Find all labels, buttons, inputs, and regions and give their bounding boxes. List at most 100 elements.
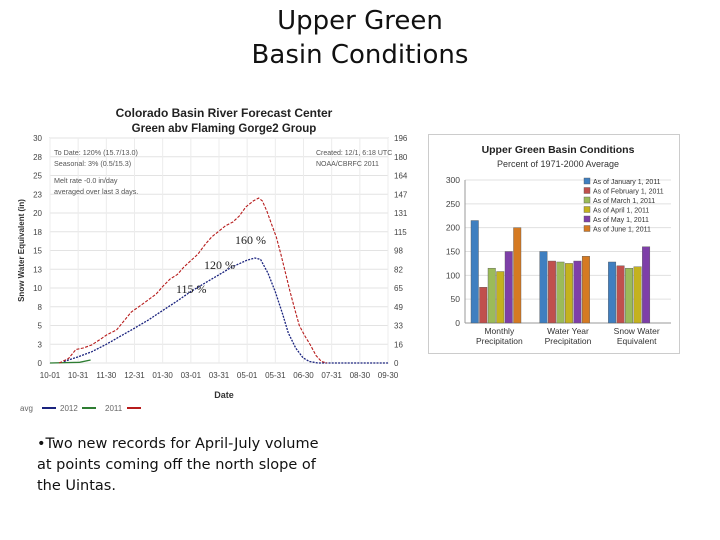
y-tick-label: 3 — [38, 340, 43, 349]
info-left-line: averaged over last 3 days. — [54, 187, 138, 196]
bar-chart-title: Upper Green Basin Conditions — [482, 144, 635, 156]
y-tick-label: 8 — [38, 303, 43, 312]
line-chart-title: Colorado Basin River Forecast Center — [116, 106, 333, 120]
bullet-text: •Two new records for April-July volume a… — [37, 436, 319, 494]
y-tick-label: 13 — [33, 265, 42, 274]
bar — [608, 261, 617, 324]
y-tick-label: 23 — [33, 190, 42, 199]
bar — [513, 227, 522, 324]
bar-legend-label: As of June 1, 2011 — [593, 227, 651, 234]
x-tick-label: 07-31 — [321, 371, 342, 380]
info-right-line: Created: 12/1, 6:18 UTC — [316, 150, 392, 157]
basin-conditions-bar-chart: Upper Green Basin Conditions Percent of 1… — [428, 134, 680, 354]
bar-legend-label: As of January 1, 2011 — [593, 179, 661, 186]
bar — [573, 260, 582, 324]
bar — [547, 260, 556, 324]
bar — [616, 265, 625, 324]
bar — [479, 287, 488, 324]
bar-legend-label: As of February 1, 2011 — [593, 189, 664, 196]
bar-category-label: Water Year — [547, 326, 589, 336]
bar-y-tick-label: 50 — [451, 294, 461, 304]
y2-tick-label: 196 — [394, 134, 408, 143]
bar-y-tick-label: 150 — [446, 247, 460, 257]
bar-legend-swatch — [583, 206, 591, 213]
bar-legend-swatch — [583, 225, 591, 232]
bar — [470, 220, 479, 324]
slide-title: Upper Green Basin Conditions — [0, 4, 720, 72]
bar — [633, 266, 642, 324]
bar — [487, 267, 496, 324]
y-tick-label: 10 — [33, 284, 42, 293]
y2-tick-label: 147 — [394, 190, 408, 199]
bar-legend-swatch — [583, 187, 591, 194]
x-tick-label: 03-01 — [181, 371, 202, 380]
x-axis-label: Date — [214, 390, 234, 400]
bar — [504, 251, 513, 324]
y-tick-label: 5 — [38, 322, 43, 331]
y-tick-label: 28 — [33, 153, 42, 162]
bar-y-tick-label: 100 — [446, 270, 460, 280]
y2-tick-label: 65 — [394, 284, 403, 293]
title-line-2: Basin Conditions — [251, 40, 469, 70]
bar-legend-label: As of April 1, 2011 — [593, 208, 649, 215]
y-axis-label: Snow Water Equivalent (in) — [17, 199, 26, 302]
x-tick-label: 06-30 — [293, 371, 314, 380]
y2-tick-label: 164 — [394, 172, 408, 181]
y2-tick-label: 0 — [394, 359, 399, 368]
x-tick-label: 10-01 — [40, 371, 61, 380]
bar-y-tick-label: 250 — [446, 199, 460, 209]
bar-chart-subtitle: Percent of 1971-2000 Average — [497, 159, 619, 169]
x-tick-label: 08-30 — [350, 371, 371, 380]
y-tick-label: 18 — [33, 228, 42, 237]
y2-tick-label: 98 — [394, 247, 403, 256]
bar-legend-swatch — [583, 215, 591, 223]
title-line-1: Upper Green — [277, 6, 443, 36]
bar — [539, 251, 548, 324]
bar-category-label: Precipitation — [476, 336, 523, 346]
bar-legend-label: As of May 1, 2011 — [593, 217, 649, 224]
info-left-line: Seasonal: 3% (0.5/15.3) — [54, 159, 131, 168]
info-right-line: NOAA/CBRFC 2011 — [316, 161, 379, 168]
bar — [642, 246, 651, 324]
series-line-2011 — [58, 197, 328, 364]
bar-category-label: Precipitation — [545, 336, 592, 346]
y2-tick-label: 82 — [394, 265, 403, 274]
bar-legend-swatch — [583, 177, 591, 185]
x-tick-label: 05-01 — [237, 371, 258, 380]
x-tick-label: 12-31 — [124, 371, 145, 380]
y2-tick-label: 115 — [394, 228, 407, 237]
y-tick-label: 20 — [33, 209, 42, 218]
y-tick-label: 30 — [33, 134, 42, 143]
bar-category-label: Monthly — [484, 326, 515, 336]
snow-water-chart: Colorado Basin River Forecast Center Gree… — [17, 106, 408, 413]
x-tick-label: 09-30 — [378, 371, 399, 380]
info-left-line: Melt rate -0.0 in/day — [54, 176, 118, 185]
bar-category-label: Equivalent — [617, 336, 657, 346]
bar-legend-label: As of March 1, 2011 — [593, 198, 655, 205]
bar — [556, 261, 565, 324]
y2-tick-label: 180 — [394, 153, 408, 162]
bar — [625, 267, 634, 324]
bar-y-tick-label: 0 — [455, 318, 460, 328]
y-tick-label: 15 — [33, 247, 42, 256]
y2-tick-label: 131 — [394, 209, 408, 218]
annotation-120-percent: 120 % — [204, 258, 235, 272]
y2-tick-label: 33 — [394, 322, 403, 331]
y-tick-label: 0 — [38, 359, 43, 368]
x-tick-label: 11-30 — [96, 371, 116, 380]
bar-category-label: Snow Water — [614, 326, 660, 336]
legend-label-2011: 2011 — [105, 404, 123, 413]
bar — [581, 256, 590, 324]
info-left-line: To Date: 120% (15.7/13.0) — [54, 148, 138, 157]
bar-y-tick-label: 200 — [446, 223, 460, 233]
bar-legend-swatch — [583, 196, 591, 204]
x-tick-label: 03-31 — [209, 371, 230, 380]
line-chart-subtitle: Green abv Flaming Gorge2 Group — [132, 123, 317, 135]
bar — [564, 263, 573, 324]
bar — [496, 271, 505, 324]
x-tick-label: 05-31 — [265, 371, 286, 380]
y2-tick-label: 49 — [394, 303, 403, 312]
legend-label-avg: avg — [20, 404, 33, 413]
x-tick-label: 10-31 — [68, 371, 89, 380]
annotation-115-percent: 115 % — [176, 282, 207, 296]
